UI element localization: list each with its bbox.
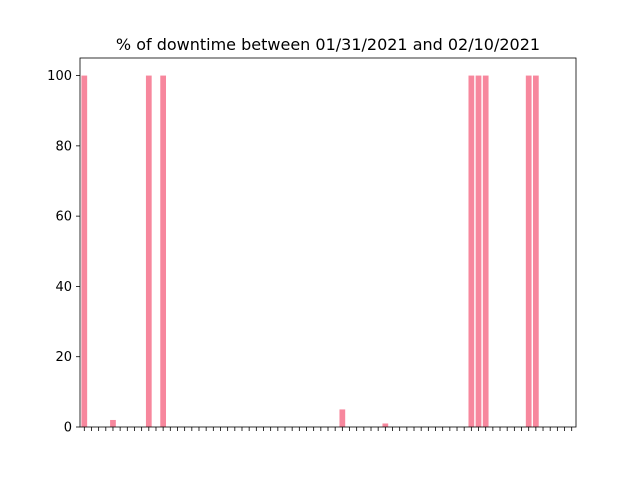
bar-42 — [382, 423, 389, 427]
bar-0 — [81, 75, 88, 427]
bar-54 — [468, 75, 475, 427]
bar-36 — [339, 409, 346, 427]
bar-55 — [475, 75, 482, 427]
y-tick-label-4: 80 — [55, 139, 72, 154]
chart-title: % of downtime between 01/31/2021 and 02/… — [116, 35, 540, 54]
y-tick-label-0: 0 — [64, 421, 72, 436]
bar-63 — [532, 75, 539, 427]
y-tick-label-3: 60 — [55, 210, 72, 225]
y-tick-label-2: 40 — [55, 280, 72, 295]
bar-56 — [482, 75, 489, 427]
plot-area: 0 20 40 60 80 100 — [47, 57, 577, 436]
y-tick-label-1: 20 — [55, 350, 72, 365]
bar-9 — [145, 75, 152, 427]
y-tick-label-5: 100 — [47, 69, 72, 84]
bar-4 — [110, 419, 116, 427]
axes-frame — [79, 57, 577, 428]
bar-11 — [160, 75, 167, 427]
bar-62 — [525, 75, 532, 427]
